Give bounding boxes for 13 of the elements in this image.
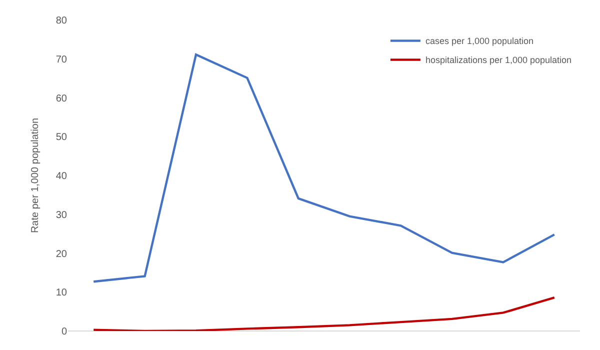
y-tick-label: 0 — [61, 326, 68, 338]
y-tick-label: 30 — [56, 210, 68, 221]
legend-label: hospitalizations per 1,000 population — [425, 55, 572, 66]
y-tick-label: 10 — [56, 288, 68, 299]
y-axis-title: Rate per 1,000 population — [30, 118, 41, 234]
y-tick-label: 70 — [56, 54, 68, 66]
y-tick-label: 40 — [56, 171, 68, 182]
y-tick-label: 20 — [56, 248, 68, 260]
line-series — [92, 296, 556, 331]
y-tick-label: 60 — [56, 93, 68, 104]
y-tick-label: 50 — [56, 132, 68, 144]
y-tick-label: 80 — [56, 16, 68, 26]
legend-label: cases per 1,000 population — [425, 36, 534, 46]
